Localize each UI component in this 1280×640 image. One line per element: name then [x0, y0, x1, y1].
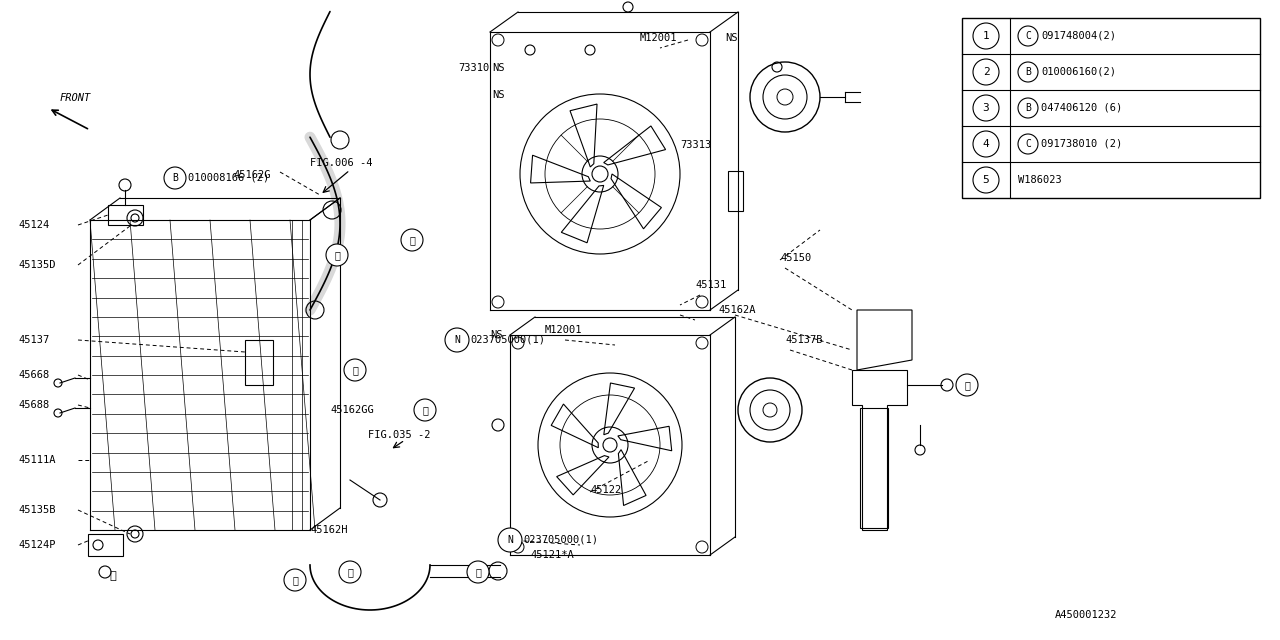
- Text: B: B: [1025, 67, 1030, 77]
- Circle shape: [956, 374, 978, 396]
- Circle shape: [1018, 134, 1038, 154]
- Text: NS: NS: [490, 330, 503, 340]
- Circle shape: [498, 528, 522, 552]
- Circle shape: [445, 328, 468, 352]
- Text: 023705000(1): 023705000(1): [470, 335, 545, 345]
- Text: 2: 2: [983, 67, 989, 77]
- Text: ①: ①: [347, 567, 353, 577]
- Text: 45162G: 45162G: [233, 170, 270, 180]
- Text: ③: ③: [110, 571, 116, 581]
- Circle shape: [973, 95, 998, 121]
- Text: N: N: [454, 335, 460, 345]
- Text: 45135D: 45135D: [18, 260, 55, 270]
- Text: B: B: [1025, 103, 1030, 113]
- Text: 73313: 73313: [680, 140, 712, 150]
- Text: ①: ①: [475, 567, 481, 577]
- Circle shape: [591, 166, 608, 182]
- Text: ④: ④: [352, 365, 358, 375]
- Circle shape: [1018, 98, 1038, 118]
- Bar: [963, 18, 1260, 198]
- Text: 010006160(2): 010006160(2): [1041, 67, 1116, 77]
- Text: 45162A: 45162A: [718, 305, 755, 315]
- Text: 45124P: 45124P: [18, 540, 55, 550]
- Text: 45150: 45150: [780, 253, 812, 263]
- Circle shape: [973, 131, 998, 157]
- Text: FIG.035 -2: FIG.035 -2: [369, 430, 430, 440]
- Circle shape: [413, 399, 436, 421]
- Circle shape: [164, 167, 186, 189]
- Circle shape: [1018, 26, 1038, 46]
- Text: 45131: 45131: [695, 280, 726, 290]
- Text: 45122: 45122: [590, 485, 621, 495]
- Text: 45137B: 45137B: [785, 335, 823, 345]
- Text: ⑤: ⑤: [422, 405, 428, 415]
- Text: 45135B: 45135B: [18, 505, 55, 515]
- Circle shape: [284, 569, 306, 591]
- Circle shape: [344, 359, 366, 381]
- Text: NS: NS: [724, 33, 737, 43]
- Text: C: C: [1025, 31, 1030, 41]
- Text: 73310: 73310: [458, 63, 489, 73]
- Text: 45111A: 45111A: [18, 455, 55, 465]
- Text: 45688: 45688: [18, 400, 49, 410]
- Bar: [108, 205, 143, 225]
- Text: ⑤: ⑤: [410, 235, 415, 245]
- Text: 010008166 (2): 010008166 (2): [188, 173, 269, 183]
- Circle shape: [1018, 62, 1038, 82]
- Circle shape: [973, 167, 998, 193]
- Text: 047406120 (6): 047406120 (6): [1041, 103, 1123, 113]
- Text: W186023: W186023: [1018, 175, 1061, 185]
- Text: 45124: 45124: [18, 220, 49, 230]
- Text: 4: 4: [983, 139, 989, 149]
- Text: FIG.006 -4: FIG.006 -4: [310, 158, 372, 168]
- Text: ④: ④: [334, 250, 340, 260]
- Text: C: C: [1025, 139, 1030, 149]
- Circle shape: [973, 59, 998, 85]
- Circle shape: [401, 229, 422, 251]
- Text: N: N: [507, 535, 513, 545]
- Circle shape: [973, 23, 998, 49]
- Text: 091738010 (2): 091738010 (2): [1041, 139, 1123, 149]
- Text: NS: NS: [492, 90, 504, 100]
- Text: 45162H: 45162H: [310, 525, 347, 535]
- Text: M12001: M12001: [545, 325, 582, 335]
- Bar: [860, 408, 888, 528]
- Text: 091748004(2): 091748004(2): [1041, 31, 1116, 41]
- Text: ②: ②: [964, 380, 970, 390]
- Text: 5: 5: [983, 175, 989, 185]
- Circle shape: [467, 561, 489, 583]
- Text: 45668: 45668: [18, 370, 49, 380]
- Bar: [244, 340, 273, 385]
- Bar: [728, 171, 742, 211]
- Text: 45162GG: 45162GG: [330, 405, 374, 415]
- Circle shape: [339, 561, 361, 583]
- Text: A450001232: A450001232: [1055, 610, 1117, 620]
- Text: 45137: 45137: [18, 335, 49, 345]
- Text: ③: ③: [292, 575, 298, 585]
- Text: 45121*A: 45121*A: [530, 550, 573, 560]
- Text: M12001: M12001: [640, 33, 677, 43]
- Text: B: B: [172, 173, 178, 183]
- Bar: [88, 534, 123, 556]
- Text: 023705000(1): 023705000(1): [524, 535, 598, 545]
- Text: FRONT: FRONT: [59, 93, 91, 103]
- Circle shape: [603, 438, 617, 452]
- Circle shape: [326, 244, 348, 266]
- Text: 3: 3: [983, 103, 989, 113]
- Text: 1: 1: [983, 31, 989, 41]
- Text: NS: NS: [492, 63, 504, 73]
